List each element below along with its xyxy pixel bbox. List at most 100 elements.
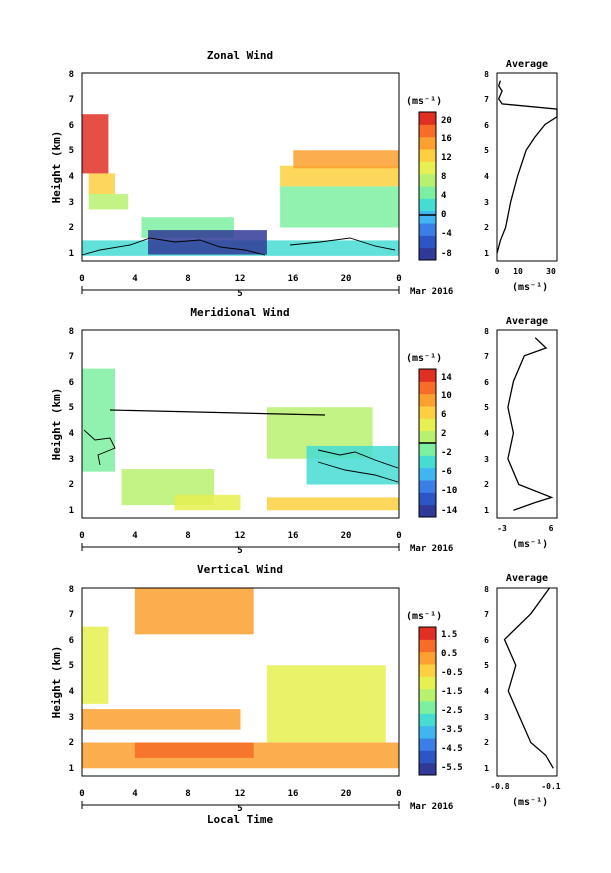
colorbar-swatch <box>419 651 436 665</box>
colorbar-unit: (ms⁻¹) <box>406 611 442 622</box>
avg-y-tick: 5 <box>484 146 489 155</box>
y-tick-label: 2 <box>69 223 74 233</box>
colorbar-swatch <box>419 186 436 199</box>
average-title: Average <box>506 573 548 584</box>
y-tick-label: 7 <box>69 352 74 362</box>
y-tick-label: 5 <box>69 661 74 671</box>
colorbar-swatch <box>419 639 436 653</box>
avg-x-tick: 0 <box>495 267 500 276</box>
heatmap-region <box>82 626 109 704</box>
date-month: Mar 2016 <box>410 287 453 297</box>
colorbar: (ms⁻¹) 20 16 12 8 4 0 -4 -8 <box>406 96 452 261</box>
x-tick-label: 0 <box>396 531 401 541</box>
plot-frame <box>81 587 400 777</box>
colorbar-tick: 1.5 <box>441 630 457 640</box>
y-tick-label: 7 <box>69 610 74 620</box>
y-tick-label: 3 <box>69 713 74 723</box>
colorbar-swatch <box>419 124 436 138</box>
heatmap-region <box>82 114 109 174</box>
colorbar-swatch <box>419 676 436 690</box>
y-axis-label: Height (km) <box>50 388 63 461</box>
avg-x-tick: -0.1 <box>541 782 560 791</box>
x-tick-label: 0 <box>79 789 84 799</box>
avg-y-tick: 6 <box>484 378 489 387</box>
avg-x-tick: 30 <box>546 267 556 276</box>
colorbar-swatch <box>419 393 436 407</box>
x-tick-label: 4 <box>132 531 138 541</box>
colorbar-tick: 4 <box>441 191 447 201</box>
colorbar-tick: 0.5 <box>441 649 457 659</box>
x-tick-label: 12 <box>235 531 246 541</box>
colorbar-tick: -4.5 <box>441 744 463 754</box>
contour-lines <box>83 409 399 483</box>
plot-frame <box>81 72 400 262</box>
colorbar-swatch <box>419 688 436 702</box>
average-line <box>507 337 554 511</box>
colorbar-swatch <box>419 504 436 518</box>
y-axis-ticks: 1 2 3 4 5 6 7 8 <box>69 585 75 774</box>
avg-y-tick: 2 <box>484 223 489 232</box>
avg-y-tick: 5 <box>484 403 489 412</box>
colorbar-swatch <box>419 198 436 212</box>
avg-y-tick: 8 <box>484 585 489 594</box>
colorbar-tick: -8 <box>441 249 452 259</box>
heatmap-region <box>266 665 386 743</box>
average-line <box>496 80 558 254</box>
colorbar-swatch <box>419 627 436 640</box>
average-unit: (ms⁻¹) <box>512 282 548 293</box>
y-tick-label: 5 <box>69 146 74 156</box>
avg-y-tick: 1 <box>484 764 489 773</box>
colorbar-tick: 8 <box>441 172 446 182</box>
avg-y-tick: 6 <box>484 636 489 645</box>
colorbar-tick: -14 <box>441 506 458 516</box>
colorbar-swatch <box>419 762 436 776</box>
x-tick-label: 16 <box>288 531 299 541</box>
x-tick-label: 20 <box>341 274 352 284</box>
x-tick-label: 8 <box>185 274 190 284</box>
colorbar-swatch <box>419 430 436 444</box>
average-profile: Average 1 2 3 4 5 6 7 8 -0.8 -0.1 (ms⁻¹) <box>484 573 561 808</box>
avg-y-tick: 5 <box>484 661 489 670</box>
x-axis-ticks: 0 4 8 12 16 20 0 <box>79 789 401 799</box>
date-month: Mar 2016 <box>410 544 453 554</box>
heatmap-region <box>82 709 241 730</box>
y-tick-label: 8 <box>69 585 74 595</box>
average-title: Average <box>506 316 548 327</box>
colorbar-swatch <box>419 235 436 249</box>
y-tick-label: 6 <box>69 121 74 131</box>
colorbar-tick: -0.5 <box>441 668 463 678</box>
y-tick-label: 6 <box>69 636 74 646</box>
heatmap-cells <box>82 368 399 511</box>
y-axis-ticks: 1 2 3 4 5 6 7 8 <box>69 327 75 516</box>
y-tick-label: 1 <box>69 506 74 516</box>
colorbar-tick: 12 <box>441 153 452 163</box>
heatmap-region <box>174 494 241 511</box>
y-tick-label: 1 <box>69 764 74 774</box>
colorbar-tick: 0 <box>441 210 446 220</box>
avg-y-tick: 2 <box>484 738 489 747</box>
colorbar-swatch <box>419 492 436 506</box>
colorbar-swatch <box>419 713 436 727</box>
y-tick-label: 8 <box>69 70 74 80</box>
colorbar-tick: 2 <box>441 429 446 439</box>
colorbar-tick: -10 <box>441 486 457 496</box>
x-tick-label: 0 <box>396 789 401 799</box>
x-axis-label: Local Time <box>207 813 274 826</box>
y-tick-label: 5 <box>69 403 74 413</box>
y-tick-label: 2 <box>69 738 74 748</box>
colorbar-tick: -2 <box>441 448 452 458</box>
y-tick-label: 6 <box>69 378 74 388</box>
x-tick-label: 4 <box>132 274 138 284</box>
avg-y-tick: 3 <box>484 455 489 464</box>
heatmap-region <box>280 165 399 187</box>
y-axis-label: Height (km) <box>50 131 63 204</box>
heatmap-cells <box>82 588 399 769</box>
avg-y-tick: 8 <box>484 327 489 336</box>
colorbar-tick: -2.5 <box>441 706 463 716</box>
heatmap-cells <box>82 114 399 256</box>
colorbar: (ms⁻¹) 14 10 6 2 -2 -6 -10 -14 <box>406 353 458 518</box>
avg-x-tick: -0.8 <box>490 782 509 791</box>
avg-y-tick: 7 <box>484 352 489 361</box>
average-unit: (ms⁻¹) <box>512 797 548 808</box>
